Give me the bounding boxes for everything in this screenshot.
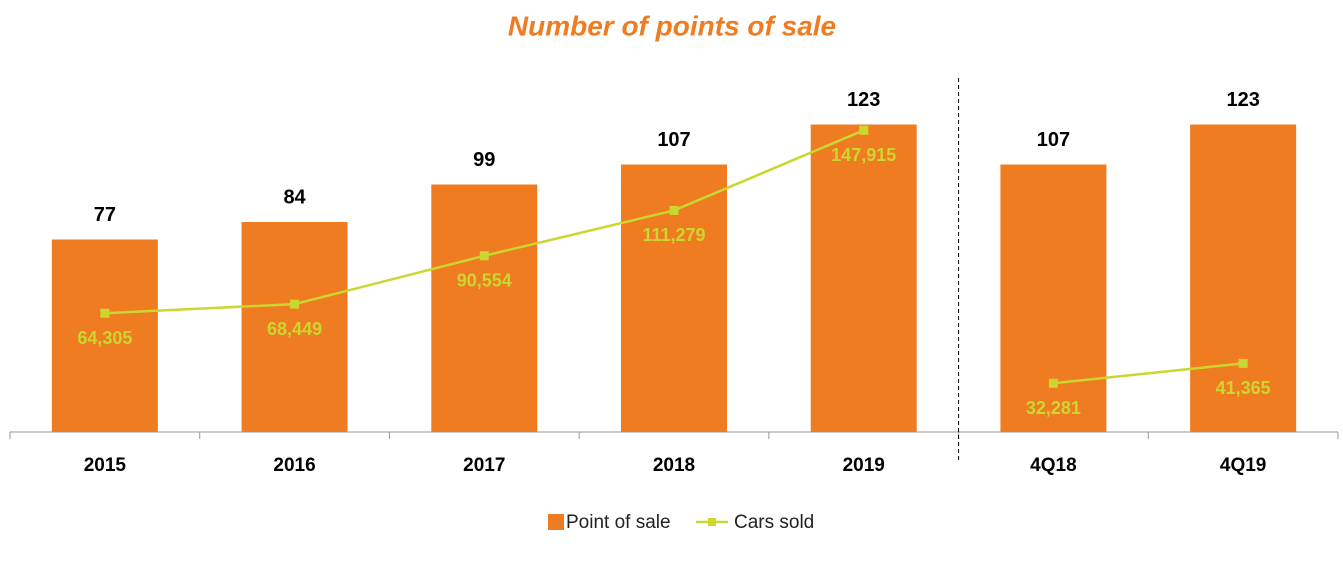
x-tick-label: 2016 xyxy=(273,455,315,476)
bar xyxy=(1000,164,1107,432)
bar-label: 99 xyxy=(473,149,495,171)
bar xyxy=(241,222,348,432)
line-marker xyxy=(100,308,110,318)
line-label: 111,279 xyxy=(642,225,705,245)
bar-label: 107 xyxy=(657,129,690,151)
legend-swatch xyxy=(548,514,564,530)
x-tick-label: 4Q19 xyxy=(1220,455,1266,476)
legend-swatch xyxy=(708,518,716,526)
line-label: 32,281 xyxy=(1026,398,1081,418)
chart-title: Number of points of sale xyxy=(508,10,836,41)
bar xyxy=(621,164,727,432)
line-marker xyxy=(1048,378,1058,388)
x-tick-label: 4Q18 xyxy=(1030,455,1076,476)
x-tick-label: 2017 xyxy=(463,455,505,476)
bar-label: 84 xyxy=(283,186,306,208)
x-tick-label: 2018 xyxy=(653,455,695,476)
line-marker xyxy=(479,251,489,261)
line-label: 41,365 xyxy=(1216,378,1271,398)
legend-label: Cars sold xyxy=(734,512,814,533)
x-tick-label: 2015 xyxy=(84,455,127,476)
bar-label: 107 xyxy=(1037,129,1070,151)
bar xyxy=(51,239,158,432)
legend-label: Point of sale xyxy=(566,512,671,533)
bar-label: 77 xyxy=(94,204,116,226)
line-marker xyxy=(290,299,300,309)
line-marker xyxy=(859,125,869,135)
line-label: 90,554 xyxy=(457,271,512,291)
x-tick-label: 2019 xyxy=(843,455,885,476)
line-label: 147,915 xyxy=(831,145,896,165)
bar-label: 123 xyxy=(1226,89,1259,111)
bar-label: 123 xyxy=(847,89,880,111)
line-marker xyxy=(1238,358,1248,368)
line-label: 68,449 xyxy=(267,319,322,339)
bar xyxy=(1190,124,1297,432)
bar xyxy=(810,124,917,432)
line-marker xyxy=(669,205,679,215)
line-label: 64,305 xyxy=(77,328,132,348)
bar xyxy=(431,184,538,432)
line xyxy=(1053,362,1244,385)
